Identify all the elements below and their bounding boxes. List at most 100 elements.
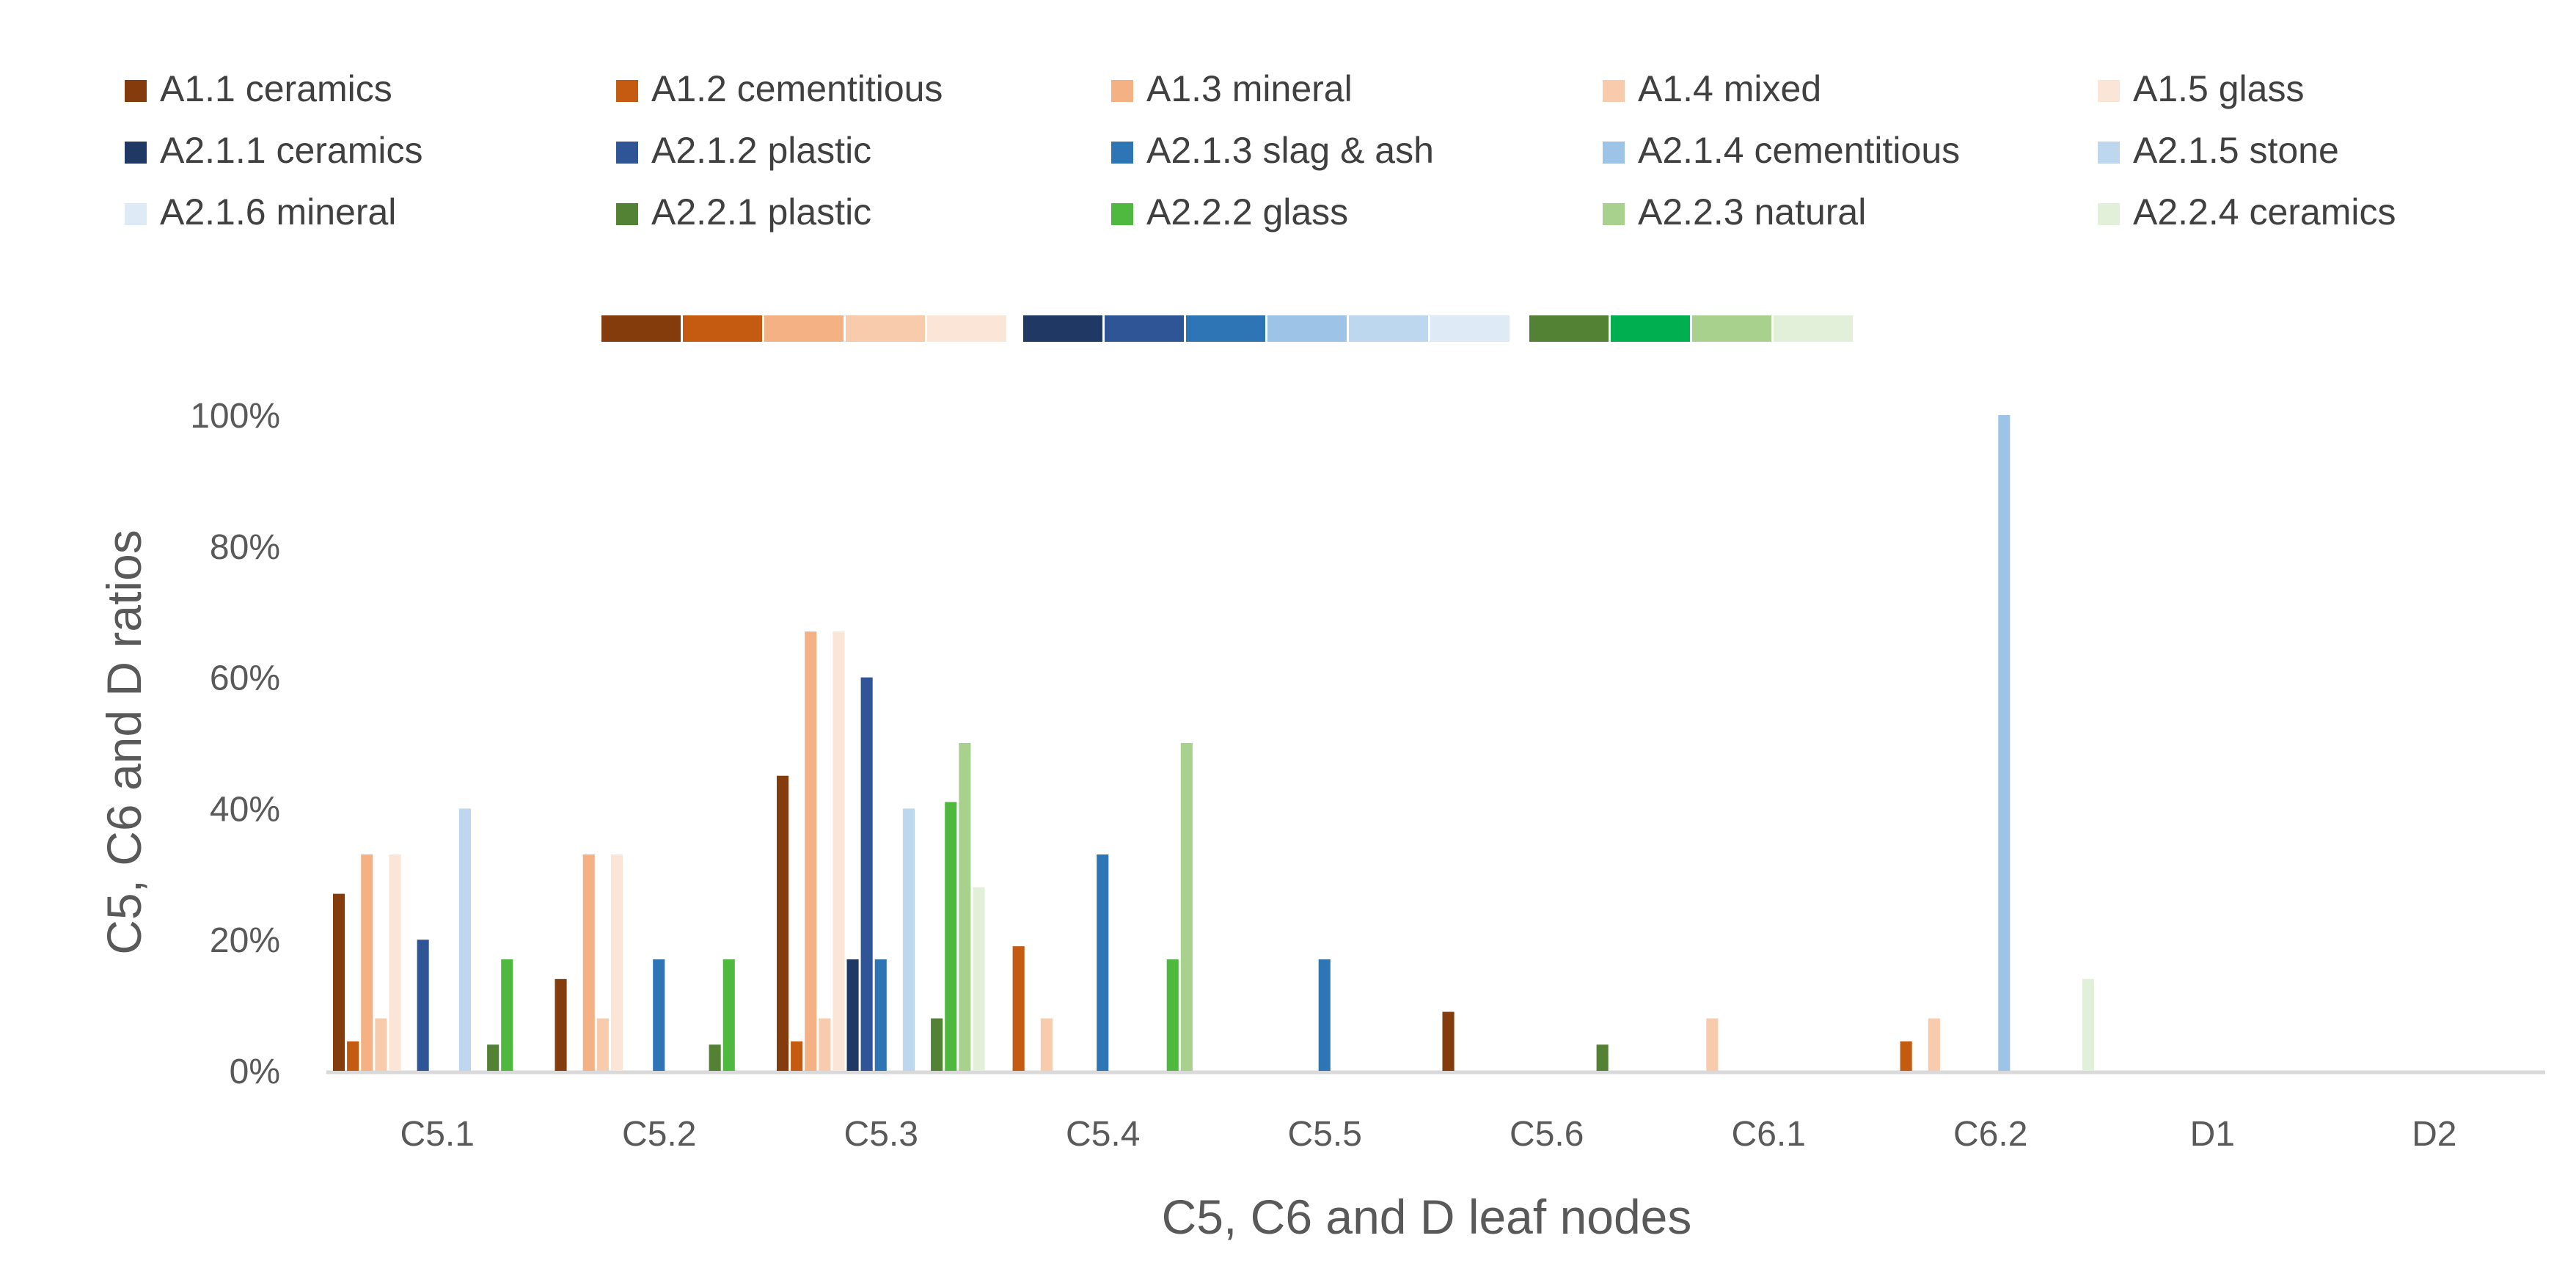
legend-item-a2-1-1-ceramics: A2.1.1 ceramics: [125, 130, 422, 171]
x-tick-label: C6.2: [1953, 1115, 2027, 1154]
color-strip-segment: [927, 315, 1006, 342]
y-tick-label: 20%: [210, 921, 280, 960]
bar-a1-2-cementitious-c6-2: [1900, 1041, 1912, 1071]
x-tick-label: D2: [2412, 1115, 2456, 1154]
color-strip-segment: [1186, 315, 1265, 342]
bar-a1-3-mineral-c5-1: [361, 854, 373, 1071]
bar-a1-4-mixed-c6-2: [1928, 1018, 1940, 1071]
legend-item-a2-2-2-glass: A2.2.2 glass: [1111, 191, 1348, 233]
bar-a2-2-3-natural-c5-4: [1180, 743, 1193, 1071]
x-tick-label: C5.2: [622, 1115, 696, 1154]
y-tick-label: 80%: [210, 528, 280, 567]
legend-swatch: [125, 80, 147, 102]
y-tick-label: 100%: [190, 397, 280, 436]
legend-swatch: [1603, 80, 1625, 102]
x-tick-label: C5.4: [1066, 1115, 1140, 1154]
y-tick-label: 40%: [210, 790, 280, 829]
legend-label: A2.2.3 natural: [1638, 191, 1866, 233]
legend-item-a2-1-2-plastic: A2.1.2 plastic: [616, 130, 871, 171]
legend-swatch: [616, 203, 638, 225]
axes: 0% 20% 40% 60% 80% 100% C5.1 C5.2 C5.3 C5.4 C5.5 C5…: [190, 397, 2545, 1154]
x-tick-label: C5.1: [400, 1115, 475, 1154]
bar-a1-4-mixed-c5-3: [819, 1018, 831, 1071]
bar-a2-2-1-plastic-c5-6: [1596, 1044, 1609, 1071]
x-tick-label: C5.5: [1288, 1115, 1362, 1154]
legend-item-a2-2-3-natural: A2.2.3 natural: [1603, 191, 1866, 233]
legend-label: A1.3 mineral: [1146, 68, 1353, 109]
bar-a2-1-4-cementitious-c6-2: [1998, 415, 2010, 1071]
color-strip-segment: [601, 315, 681, 342]
legend-item-a1-1-ceramics: A1.1 ceramics: [125, 68, 392, 109]
bar-a2-1-5-stone-c5-1: [458, 808, 471, 1071]
color-strip-segment: [1430, 315, 1510, 342]
bar-a2-2-1-plastic-c5-3: [931, 1018, 943, 1071]
bar-a1-4-mixed-c5-1: [375, 1018, 387, 1071]
bar-a1-4-mixed-c6-1: [1706, 1018, 1719, 1071]
bar-a1-1-ceramics-c5-6: [1442, 1011, 1455, 1071]
bar-a2-2-1-plastic-c5-2: [709, 1044, 721, 1071]
bar-a2-1-3-slag-and-ash-c5-3: [874, 959, 887, 1071]
legend-item-a1-5-glass: A1.5 glass: [2098, 68, 2304, 109]
bar-a1-5-glass-c5-2: [610, 854, 623, 1071]
color-strip-segment: [1267, 315, 1347, 342]
bar-a1-3-mineral-c5-2: [582, 854, 595, 1071]
bar-a1-2-cementitious-c5-3: [791, 1041, 803, 1071]
legend-item-a2-1-3-slag-and-ash: A2.1.3 slag & ash: [1111, 130, 1434, 171]
legend-item-a2-1-5-stone: A2.1.5 stone: [2098, 130, 2339, 171]
color-strip-segment: [764, 315, 844, 342]
bar-a2-1-3-slag-and-ash-c5-2: [653, 959, 665, 1071]
color-strip-segment: [1529, 315, 1609, 342]
legend-swatch: [616, 142, 638, 164]
color-strip-segment: [1023, 315, 1102, 342]
legend-label: A1.4 mixed: [1638, 68, 1821, 109]
bar-a2-1-2-plastic-c5-3: [860, 677, 873, 1071]
color-strip-segment: [1611, 315, 1690, 342]
legend-item-a1-4-mixed: A1.4 mixed: [1603, 68, 1821, 109]
legend-swatch: [2098, 203, 2120, 225]
color-strip-segment: [1105, 315, 1184, 342]
legend-swatch: [1603, 203, 1625, 225]
bar-a1-1-ceramics-c5-3: [777, 775, 789, 1071]
bar-a2-2-2-glass-c5-4: [1166, 959, 1179, 1071]
bar-a1-3-mineral-c5-3: [805, 631, 817, 1071]
bar-a1-1-ceramics-c5-1: [333, 893, 345, 1071]
bar-a1-2-cementitious-c5-4: [1012, 946, 1025, 1071]
legend-label: A2.1.4 cementitious: [1638, 130, 1960, 171]
x-tick-label: C5.6: [1510, 1115, 1584, 1154]
legend-label: A1.5 glass: [2133, 68, 2304, 109]
bar-a2-2-2-glass-c5-2: [722, 959, 735, 1071]
color-strip-segment: [1692, 315, 1771, 342]
bar-a2-2-4-ceramics-c5-3: [973, 887, 985, 1071]
legend-swatch: [1111, 142, 1133, 164]
legend-item-a1-2-cementitious: A1.2 cementitious: [616, 68, 943, 109]
bar-a2-2-1-plastic-c5-1: [487, 1044, 500, 1071]
bar-a1-4-mixed-c5-4: [1040, 1018, 1053, 1071]
color-strip: [601, 315, 1853, 342]
legend-label: A1.1 ceramics: [160, 68, 392, 109]
color-strip-segment: [846, 315, 925, 342]
legend-label: A2.2.4 ceramics: [2133, 191, 2396, 233]
bar-a2-2-2-glass-c5-1: [501, 959, 513, 1071]
legend-swatch: [125, 203, 147, 225]
bar-a2-1-3-slag-and-ash-c5-4: [1097, 854, 1109, 1071]
legend-swatch: [125, 142, 147, 164]
bar-a1-5-glass-c5-3: [833, 631, 845, 1071]
legend-item-a2-1-6-mineral: A2.1.6 mineral: [125, 191, 396, 233]
legend-label: A2.1.3 slag & ash: [1146, 130, 1434, 171]
bar-a1-1-ceramics-c5-2: [555, 978, 567, 1071]
color-strip-segment: [683, 315, 762, 342]
legend-swatch: [1111, 80, 1133, 102]
x-tick-label: C6.1: [1732, 1115, 1806, 1154]
color-strip-segment: [1349, 315, 1428, 342]
y-axis-title: C5, C6 and D ratios: [97, 530, 151, 955]
y-tick-label: 60%: [210, 659, 280, 698]
bars: [333, 415, 2094, 1071]
legend-item-a2-2-4-ceramics: A2.2.4 ceramics: [2098, 191, 2396, 233]
bar-a2-1-5-stone-c5-3: [902, 808, 915, 1071]
bar-a2-2-4-ceramics-c6-2: [2082, 978, 2094, 1071]
bar-a2-1-3-slag-and-ash-c5-5: [1318, 959, 1331, 1071]
bar-a2-2-2-glass-c5-3: [945, 802, 957, 1071]
x-tick-label: D1: [2190, 1115, 2235, 1154]
legend-label: A2.2.1 plastic: [651, 191, 871, 233]
